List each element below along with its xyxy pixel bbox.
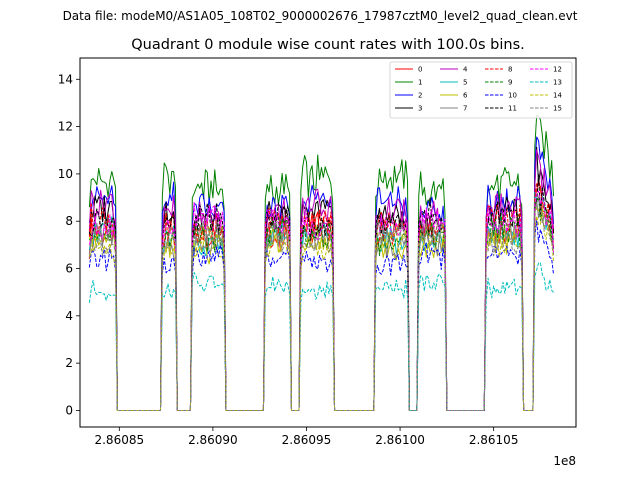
- axes: 2.86085 2.86090 2.86095 2.86100 2.86105 0 2 4 6 8…: [58, 57, 577, 468]
- chart-title: Quadrant 0 module wise count rates with …: [131, 37, 525, 53]
- plot-frame: [79, 57, 577, 428]
- x-tick-label: 2.86105: [469, 433, 519, 447]
- legend-label-6: 6: [463, 92, 468, 100]
- y-tick-label: 0: [65, 403, 73, 417]
- y-tick-label: 12: [58, 120, 73, 134]
- y-tick-label: 14: [58, 72, 73, 86]
- legend-label-2: 2: [418, 92, 422, 100]
- x-tick-label: 2.86090: [188, 433, 238, 447]
- legend-label-4: 4: [463, 66, 468, 74]
- legend-label-10: 10: [508, 92, 517, 100]
- x-offset-label: 1e8: [553, 454, 576, 468]
- x-tick-label: 2.86095: [282, 433, 332, 447]
- legend-label-8: 8: [508, 66, 512, 74]
- legend-label-7: 7: [463, 105, 467, 113]
- y-tick-label: 2: [65, 356, 73, 370]
- x-tick-label: 2.86100: [375, 433, 425, 447]
- legend-label-1: 1: [418, 79, 422, 87]
- series-line-15: [88, 196, 555, 411]
- y-tick-label: 10: [58, 167, 73, 181]
- legend-label-15: 15: [553, 105, 562, 113]
- legend-label-11: 11: [508, 105, 517, 113]
- legend-box: [389, 61, 573, 119]
- y-tick-label: 4: [65, 309, 73, 323]
- legend-label-9: 9: [508, 79, 512, 87]
- y-tick-label: 8: [65, 214, 73, 228]
- x-tick-label: 2.86085: [94, 433, 144, 447]
- legend-label-0: 0: [418, 66, 422, 74]
- series-layer: [88, 114, 555, 411]
- legend-label-5: 5: [463, 79, 467, 87]
- suptitle: Data file: modeM0/AS1A05_108T02_90000026…: [63, 9, 578, 23]
- series-line-10: [88, 219, 555, 411]
- legend-label-14: 14: [553, 92, 562, 100]
- legend-label-12: 12: [553, 66, 562, 74]
- y-tick-label: 6: [65, 262, 73, 276]
- legend-label-3: 3: [418, 105, 422, 113]
- legend-label-13: 13: [553, 79, 562, 87]
